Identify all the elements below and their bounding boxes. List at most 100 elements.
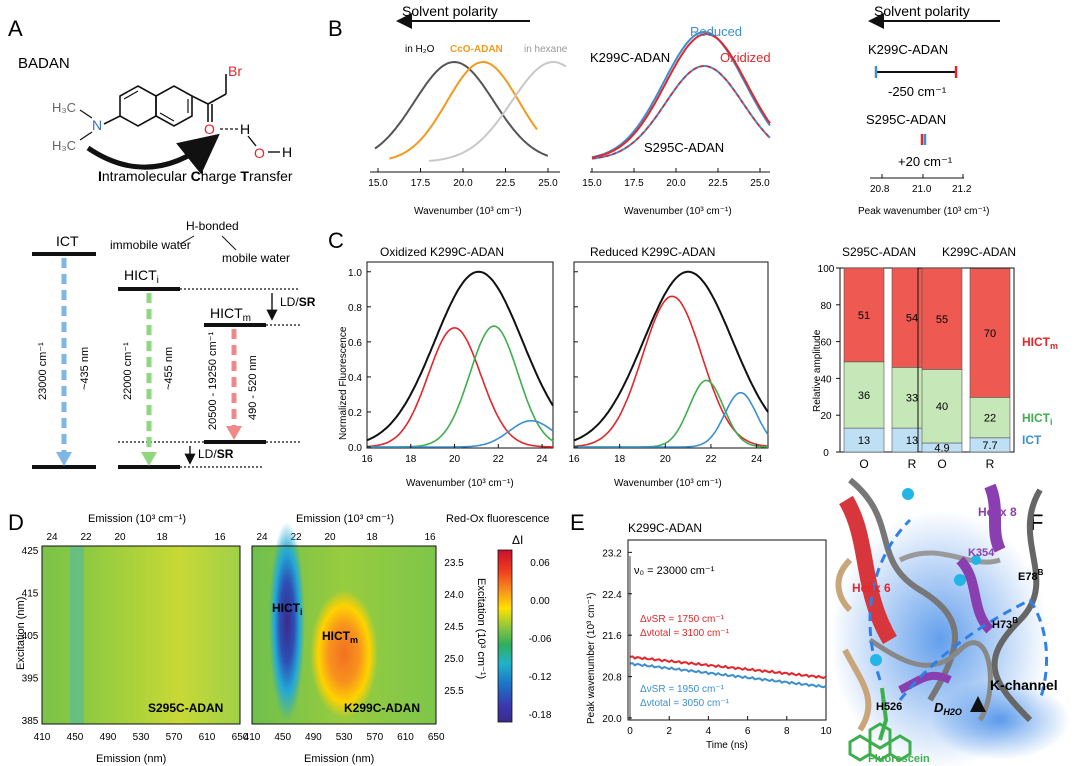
c-ox-xlabel: Wavenumber (10³ cm⁻¹) — [406, 478, 514, 489]
b1-curve-hexane — [428, 61, 567, 162]
c-xtick-label: 20 — [449, 454, 461, 465]
atom-h3c-top: H₃C — [52, 100, 76, 115]
c-xtick-label-right: 24 — [751, 454, 763, 465]
bar-ytick-label: 80 — [820, 301, 832, 312]
d-ytick: 395 — [22, 674, 39, 685]
heatmap-left-name: S295C-ADAN — [148, 701, 223, 715]
b2-tick-label: 15.0 — [582, 178, 602, 189]
d-xtick: 570 — [166, 732, 183, 743]
e-xlabel: Time (ns) — [706, 740, 748, 751]
e-ytick: 21.6 — [602, 631, 622, 642]
c-xtick-label-right: 16 — [568, 454, 580, 465]
bar-value: 70 — [984, 328, 996, 340]
bar-value: 13 — [906, 435, 918, 447]
b2-label-reduced: Reduced — [690, 24, 742, 39]
f-helix6: Helix 6 — [852, 581, 891, 595]
e-blue-2: Δνtotal = 3050 cm⁻¹ — [640, 698, 730, 709]
cbar-title-2: ΔI — [512, 533, 523, 547]
f-helix8: Helix 8 — [978, 505, 1017, 519]
b2-tick-label: 25.0 — [750, 178, 770, 189]
spectrum-HICTm — [366, 327, 553, 448]
atom-n: N — [92, 117, 102, 133]
d-top-ticks: 24242222202018181616 — [46, 532, 436, 543]
d-right-xlabel: Emission (nm) — [304, 753, 374, 765]
bar-ytick-label: 100 — [818, 264, 835, 275]
cbar-tick: -0.12 — [529, 672, 552, 683]
c-red-xlabel: Wavenumber (10³ cm⁻¹) — [614, 478, 722, 489]
b1-xlabel: Wavenumber (10³ cm⁻¹) — [414, 206, 522, 217]
stacked-bars: 13 36 51 O 13 33 54 R 4.9 40 55 O 7.7 22 70 R 0 20 40 60 80 1… — [818, 264, 1015, 471]
legend-hicti: HICTi — [1022, 411, 1053, 427]
panel-label-b: B — [328, 16, 343, 41]
bar-category: R — [986, 457, 995, 471]
ict-arrow-cm: 23000 cm⁻¹ — [37, 342, 49, 400]
cbar-ticks: 0.06 0.00 -0.06 -0.12 -0.18 — [529, 558, 552, 721]
b2-tick-label: 22.5 — [708, 178, 728, 189]
e-blue-1: ΔνSR = 1950 cm⁻¹ — [640, 684, 725, 695]
b3-s295-shift: +20 cm⁻¹ — [898, 154, 953, 169]
f-e78: E78B — [1018, 568, 1044, 583]
b2-k299-reduced — [591, 31, 771, 159]
hicti-arrow-cm: 22000 cm⁻¹ — [122, 342, 134, 400]
bar-ylabel: Relative amplitude — [812, 329, 823, 412]
f-kchannel: K-channel — [990, 677, 1058, 693]
c-red-curves — [573, 270, 769, 448]
d-right-tick: 25.5 — [444, 686, 464, 697]
bar-segment-HICTi — [921, 369, 963, 444]
c-ytick-label: 0.8 — [348, 303, 362, 314]
c-xtick-label: 22 — [493, 454, 505, 465]
c-ytick-label: 1.0 — [348, 268, 362, 279]
panel-label-d: D — [8, 510, 24, 535]
c-ytick-label: 0.4 — [348, 373, 362, 384]
e-ytick: 20.8 — [602, 673, 622, 684]
b3-k299-title: K299C-ADAN — [868, 42, 948, 57]
panel-e: K299C-ADAN 20.020.821.622.423.2 0 2 4 6 8 10 … — [586, 521, 832, 751]
panel-label-a: A — [8, 16, 23, 41]
d-right-tick: 25.0 — [444, 654, 464, 665]
d-top-tick-right: 24 — [256, 532, 268, 543]
atom-oh-o: O — [254, 145, 265, 161]
bar-value: 55 — [936, 314, 948, 326]
level-hicti-label: HICTi — [124, 267, 159, 286]
e-xticks: 0 2 4 6 8 10 — [627, 716, 832, 737]
d-right-axis: Excitation (10³ cm⁻¹) — [475, 578, 487, 679]
bar-category: O — [937, 457, 946, 471]
d-xtick: 610 — [199, 732, 216, 743]
bar-value: 13 — [858, 435, 870, 447]
e-nu0: ν₀ = 23000 cm⁻¹ — [634, 565, 715, 577]
spectrum-total — [573, 270, 769, 442]
d-xtick-right: 610 — [397, 732, 414, 743]
bar-title-s295: S295C-ADAN — [842, 245, 916, 259]
b3-tick-2: 21.0 — [912, 184, 932, 195]
c-xticks: 16 16 18 18 20 20 22 22 24 24 — [361, 444, 763, 465]
b3-tick-3: 21.2 — [952, 184, 972, 195]
panel-d: Emission (10³ cm⁻¹) Emission (10³ cm⁻¹) … — [15, 513, 552, 765]
d-ylabel: Excitation (nm) — [15, 597, 27, 670]
immobile-water-label: immobile water — [110, 238, 191, 252]
b2-k299-oxidized — [591, 32, 771, 159]
legend-hictm: HICTm — [1022, 335, 1058, 351]
c-ytick-label: 0.2 — [348, 408, 362, 419]
e-xtick: 4 — [706, 726, 712, 737]
b1-tick-label: 25.0 — [538, 178, 558, 189]
bar-ytick-label: 0 — [823, 448, 829, 459]
b2-s295-oxidized — [591, 65, 771, 160]
d-ytick: 405 — [22, 631, 39, 642]
b1-tick-label: 17.5 — [411, 178, 431, 189]
c-ylabel: Normalized Fluorescence — [338, 326, 349, 440]
heatmap-right-name: K299C-ADAN — [344, 701, 420, 715]
c-ytick-label: 0.0 — [348, 443, 362, 454]
ldsr-bottom: LD/SR — [198, 447, 234, 461]
bar-value: 40 — [936, 401, 948, 413]
hictm-hotspot — [310, 590, 378, 718]
spectrum-HICTm — [573, 295, 769, 448]
d-xtick-right: 490 — [305, 732, 322, 743]
e-xtick: 8 — [784, 726, 790, 737]
bar-value: 51 — [858, 310, 870, 322]
b2-tick-label: 20.0 — [666, 178, 686, 189]
d-top-tick: 22 — [80, 532, 92, 543]
b1-tick-label: 15.0 — [368, 178, 388, 189]
d-top-tick: 18 — [156, 532, 168, 543]
bar-segment-HICTi — [969, 397, 1011, 439]
